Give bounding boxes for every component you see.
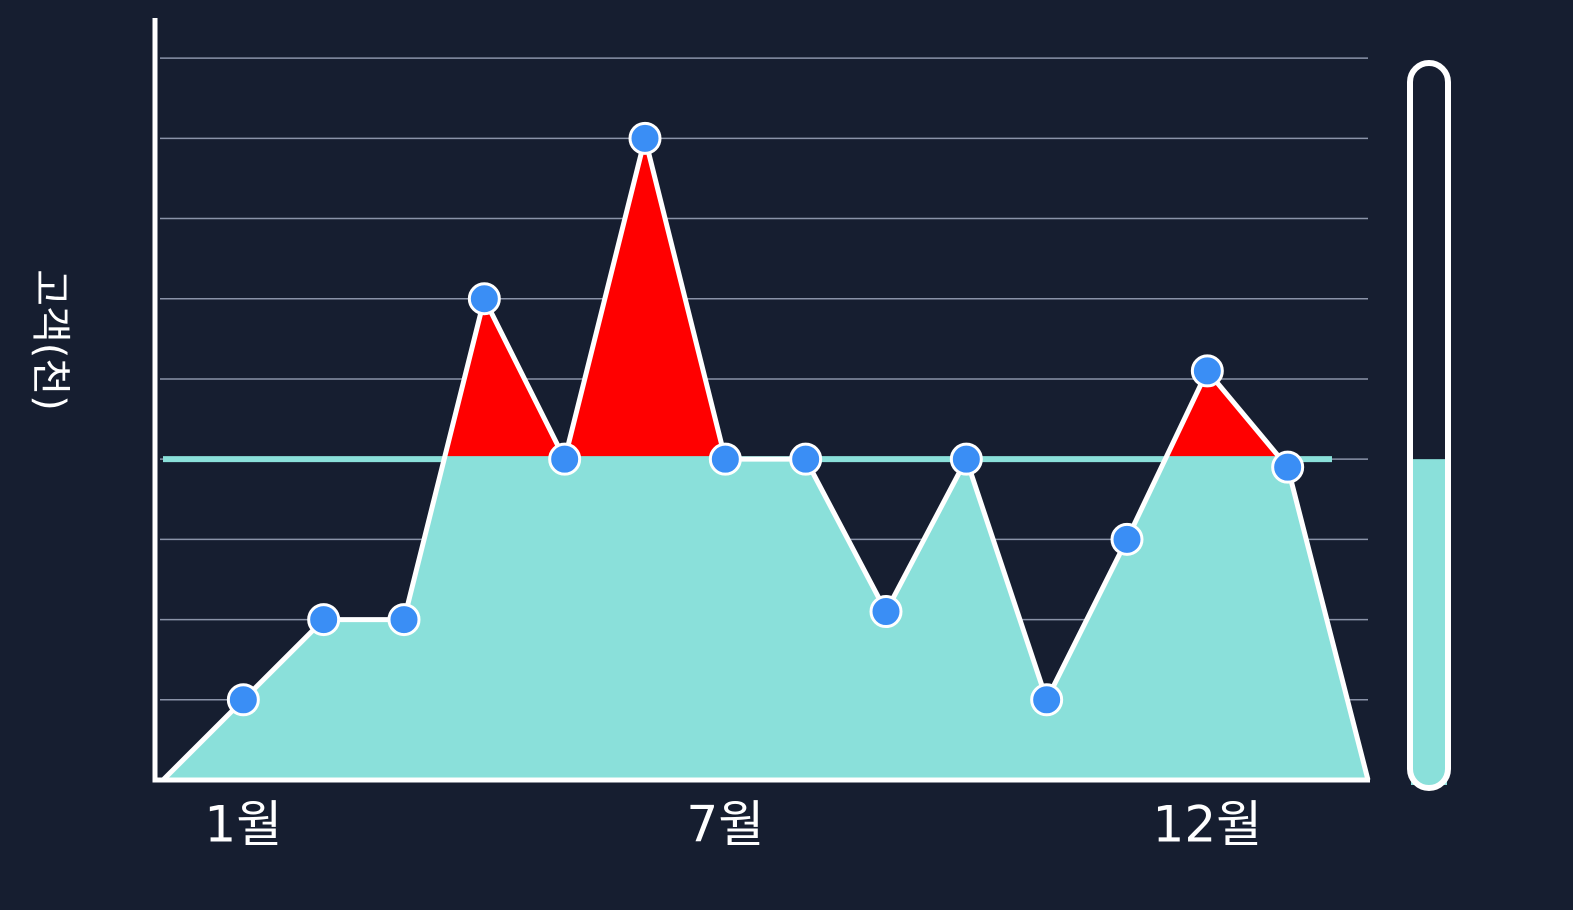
x-tick-label: 7월: [686, 796, 764, 854]
data-point: [307, 603, 341, 637]
gauge-fill: [1411, 459, 1447, 785]
data-point: [789, 442, 823, 476]
x-tick-label: 12월: [1153, 796, 1263, 854]
data-point: [1190, 354, 1224, 388]
area-below: [163, 459, 1368, 780]
data-point: [708, 442, 742, 476]
axes: [152, 18, 1370, 783]
data-point: [1030, 683, 1064, 717]
gauge-outline: [1407, 60, 1451, 791]
data-point: [1271, 450, 1305, 484]
data-point: [1110, 522, 1144, 556]
data-point: [869, 595, 903, 629]
x-tick-label: 1월: [204, 796, 282, 854]
data-point: [628, 121, 662, 155]
data-point: [949, 442, 983, 476]
area-above: [444, 138, 1281, 460]
data-point: [226, 683, 260, 717]
data-point: [467, 282, 501, 316]
data-point: [387, 603, 421, 637]
y-axis-label: 고객(천): [27, 269, 73, 411]
line: [161, 135, 1371, 782]
data-point: [548, 442, 582, 476]
